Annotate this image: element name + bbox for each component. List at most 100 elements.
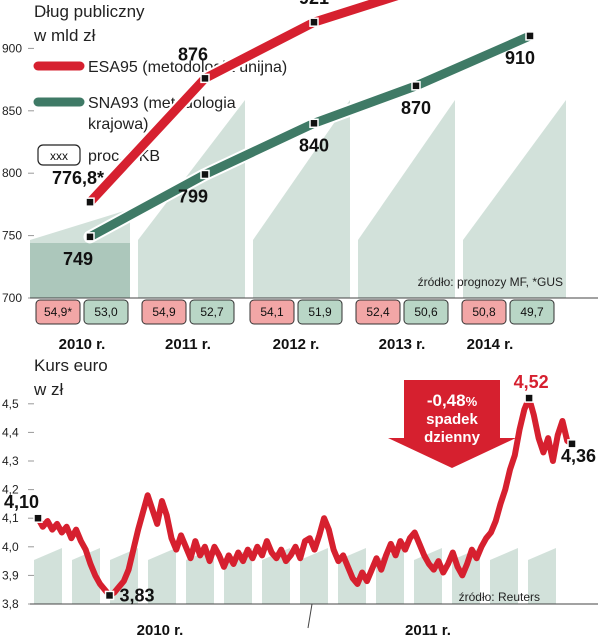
daily-change-label-2: dzienny — [424, 429, 480, 446]
daily-change-label-1: spadek — [426, 411, 478, 428]
legend-pkb-box — [37, 144, 81, 166]
debt-shade-column — [358, 100, 455, 298]
pkb-esa-box — [141, 299, 187, 325]
pkb-esa-value: 52,4 — [366, 305, 390, 319]
euro-start-label: 4,10 — [4, 492, 39, 512]
daily-change-unit: % — [466, 394, 478, 409]
esa95-value-label: 876 — [178, 44, 208, 64]
debt-x-axis: 2010 r. 2011 r. 2012 r. 2013 r. 2014 r. — [59, 336, 514, 353]
sna93-value-label: 910 — [505, 48, 535, 68]
euro-shade-column — [490, 548, 518, 604]
data-point — [85, 197, 95, 207]
euro-shade-column — [34, 548, 62, 604]
euro-year-label: 2011 r. — [405, 622, 451, 639]
data-point — [200, 73, 210, 84]
euro-shade-column — [148, 548, 176, 604]
debt-title: Dług publiczny — [34, 2, 145, 21]
data-point — [200, 169, 210, 180]
pkb-sna-box — [297, 299, 343, 325]
sna93-value-label: 799 — [178, 186, 208, 206]
pkb-sna-value: 53,0 — [94, 305, 118, 319]
pkb-sna-box — [83, 299, 129, 325]
debt-series — [83, 0, 537, 244]
legend-sna-label: SNA93 (metodologia krajowa) — [88, 95, 236, 133]
debt-year-label: 2011 r. — [165, 336, 211, 353]
euro-x-axis: 2010 r. 2011 r. — [137, 622, 451, 639]
euro-high-point — [524, 393, 534, 403]
debt-background-shading — [30, 100, 566, 298]
daily-change: -0,48% — [427, 391, 478, 410]
euro-shade-column — [72, 548, 100, 604]
pkb-sna-value: 52,7 — [200, 305, 224, 319]
debt-source: źródło: prognozy MF, *GUS — [418, 275, 563, 289]
debt-year-label: 2013 r. — [379, 336, 426, 353]
debt-shade-column — [463, 100, 566, 298]
pkb-sna-value: 50,6 — [414, 305, 438, 319]
debt-shade-column — [138, 100, 245, 298]
euro-y-tick: 4,3 — [2, 454, 19, 468]
euro-end-point — [567, 439, 577, 449]
pkb-boxes: 54,9* 53,0 54,9 52,7 54,1 51,9 52,4 50,6 50,8 49,… — [35, 299, 555, 325]
esa95-value-label: 776,8* — [52, 168, 104, 188]
pkb-sna-box — [189, 299, 235, 325]
legend-sna-line-2: krajowa) — [88, 116, 148, 133]
pkb-esa-box — [35, 299, 81, 325]
debt-year-label: 2010 r. — [59, 336, 106, 353]
euro-y-tick: 4,4 — [2, 425, 19, 439]
pkb-sna-box — [509, 299, 555, 325]
euro-y-tick: 4,1 — [2, 511, 19, 525]
euro-title: Kurs euro — [34, 356, 108, 375]
euro-y-tick: 4,0 — [2, 540, 19, 554]
legend-sna-line-1: SNA93 (metodologia — [88, 95, 236, 112]
euro-shade-column — [376, 548, 404, 604]
sna93-value-label: 870 — [401, 98, 431, 118]
euro-value-labels: 4,10 3,83 4,52 4,36 — [4, 372, 596, 605]
data-point — [525, 31, 535, 41]
debt-year-label: 2014 r. — [467, 336, 514, 353]
daily-drop-callout: -0,48% spadek dzienny — [388, 380, 516, 468]
debt-y-tick: 850 — [2, 104, 22, 118]
euro-y-tick: 4,5 — [2, 397, 19, 411]
pkb-sna-box — [403, 299, 449, 325]
debt-value-labels: 776,8*876921947977749799840870910 — [52, 0, 535, 269]
debt-y-tick: 750 — [2, 229, 22, 243]
euro-shade-column — [300, 548, 328, 604]
debt-y-axis: 950900850800750700 — [2, 41, 34, 305]
pkb-esa-value: 54,1 — [260, 305, 284, 319]
pkb-esa-value: 54,9 — [152, 305, 176, 319]
debt-y-tick: 800 — [2, 166, 22, 180]
pkb-sna-value: 51,9 — [308, 305, 332, 319]
euro-shade-column — [262, 548, 290, 604]
euro-y-axis: 4,5 4,4 4,3 4,2 4,1 4,0 3,9 3,8 — [2, 397, 34, 611]
euro-end-label: 4,36 — [561, 446, 596, 466]
euro-y-tick: 3,9 — [2, 568, 19, 582]
debt-y-tick: 700 — [2, 291, 22, 305]
sna93-value-label: 840 — [299, 135, 329, 155]
debt-y-tick: 900 — [2, 41, 22, 55]
debt-subtitle: w mld zł — [33, 26, 96, 45]
euro-series — [33, 393, 577, 601]
euro-chart: Kurs euro w zł 4,54,44,34,24,14,03,93,8 … — [2, 356, 598, 639]
euro-y-tick: 4,2 — [2, 483, 19, 497]
pkb-sna-value: 49,7 — [520, 305, 544, 319]
year-divider — [307, 603, 313, 629]
euro-start-point — [33, 513, 43, 523]
sna93-value-label: 749 — [63, 249, 93, 269]
data-point — [309, 17, 319, 27]
euro-year-label: 2010 r. — [137, 622, 184, 639]
euro-low-label: 3,83 — [120, 585, 155, 605]
debt-year-label: 2012 r. — [273, 336, 320, 353]
data-point — [411, 81, 421, 91]
down-arrow-icon — [388, 380, 516, 468]
esa95-value-label: 921 — [299, 0, 329, 8]
euro-y-tick: 3,8 — [2, 597, 19, 611]
pkb-esa-box — [461, 299, 507, 325]
pkb-esa-box — [355, 299, 401, 325]
pkb-esa-box — [249, 299, 295, 325]
euro-rate-line — [35, 395, 575, 599]
daily-change-value: -0,48 — [427, 391, 466, 410]
euro-source: źródło: Reuters — [459, 590, 540, 604]
data-point — [85, 232, 95, 242]
debt-shade-base — [30, 243, 130, 298]
